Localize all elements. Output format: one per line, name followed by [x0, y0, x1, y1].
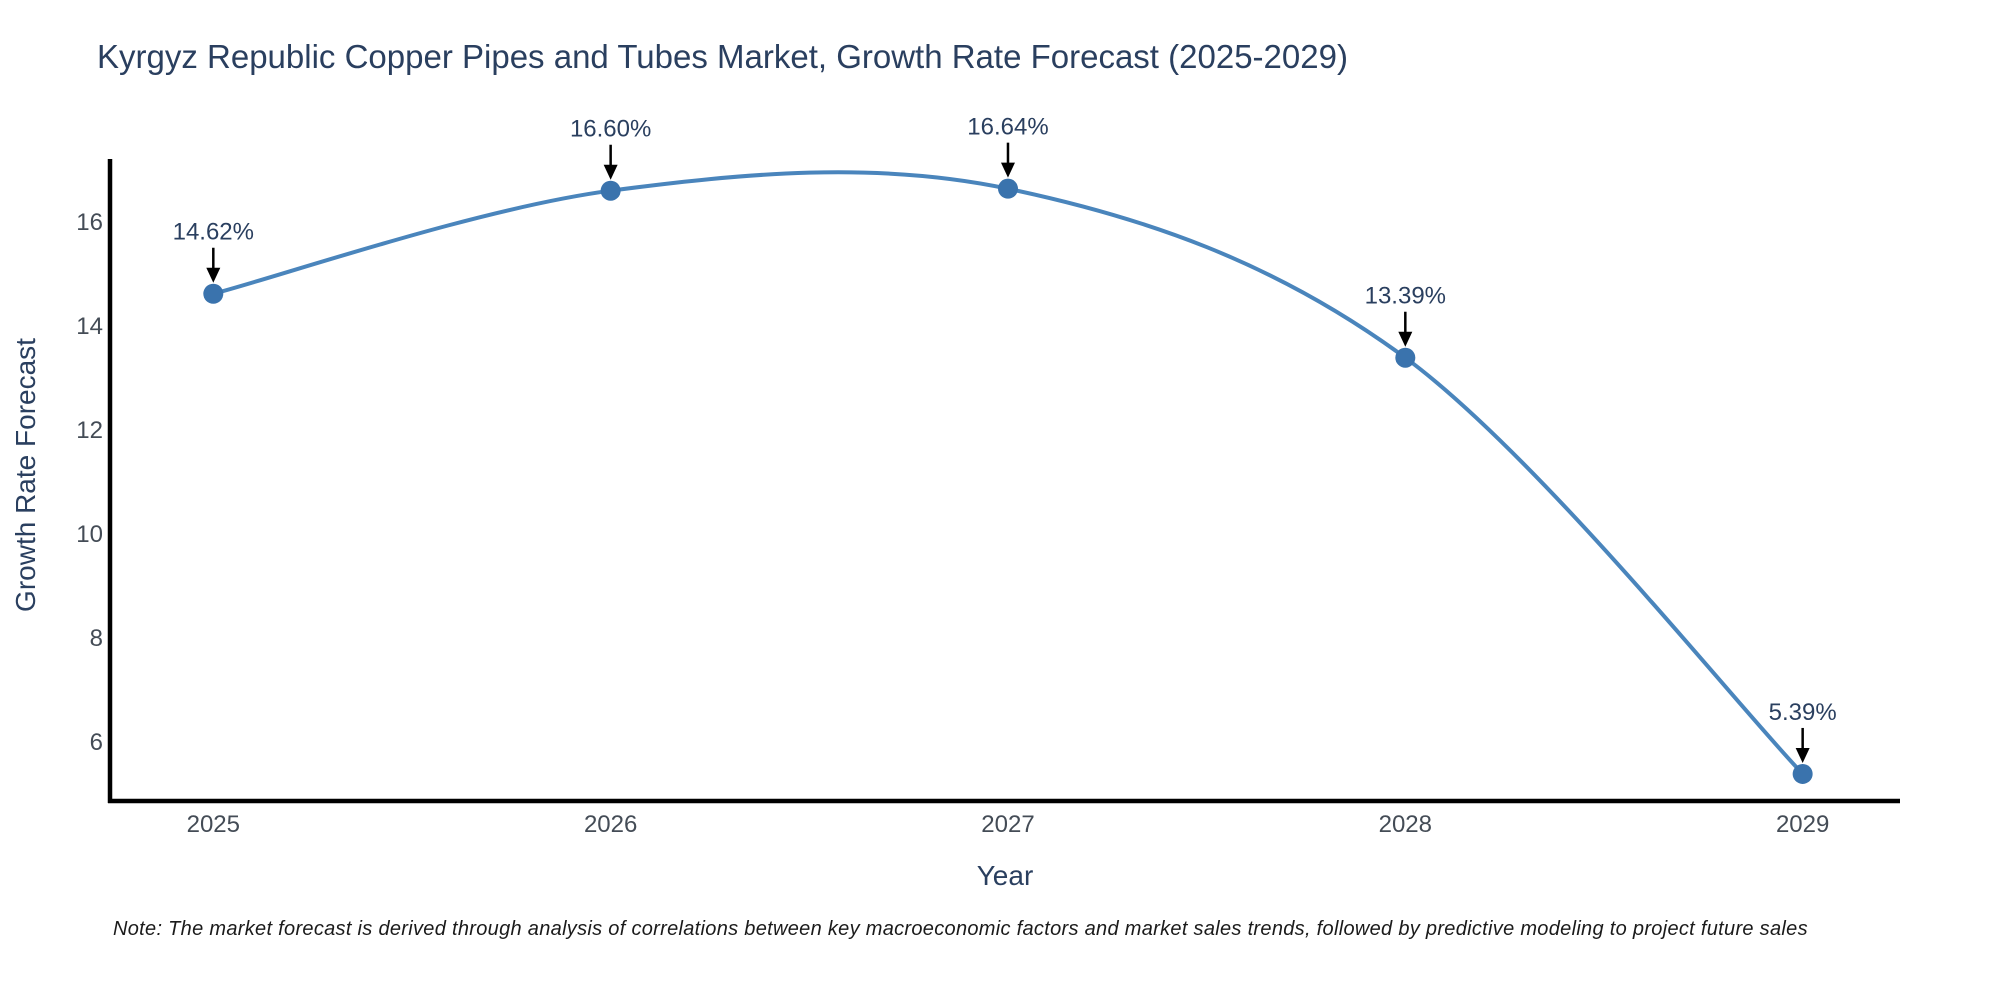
- y-tick-label: 8: [90, 625, 103, 652]
- data-point-marker: [1792, 763, 1813, 784]
- y-tick-label: 16: [76, 209, 103, 236]
- y-tick-label: 6: [90, 729, 103, 756]
- data-point-marker: [997, 178, 1018, 199]
- y-tick-label: 10: [76, 521, 103, 548]
- annotation-arrow-head: [206, 267, 221, 283]
- annotation-label: 14.62%: [173, 219, 254, 246]
- x-tick-label: 2028: [1379, 811, 1432, 838]
- x-tick-label: 2025: [187, 811, 240, 838]
- y-tick-label: 14: [76, 313, 103, 340]
- x-tick-label: 2027: [981, 811, 1034, 838]
- annotation-arrow-head: [603, 164, 618, 180]
- series-line: [212, 170, 1805, 776]
- x-axis-title: Year: [976, 860, 1034, 891]
- annotation-arrow-head: [1398, 331, 1413, 347]
- data-point-marker: [600, 180, 621, 201]
- chart-footnote: Note: The market forecast is derived thr…: [113, 918, 1808, 940]
- y-tick-label: 12: [76, 417, 103, 444]
- data-point-marker: [1395, 347, 1416, 368]
- annotation-label: 16.60%: [570, 116, 651, 143]
- annotation-label: 16.64%: [967, 114, 1048, 141]
- x-tick-label: 2026: [584, 811, 637, 838]
- annotation-label: 13.39%: [1365, 283, 1446, 310]
- x-tick-label: 2029: [1776, 811, 1829, 838]
- annotation-arrow-head: [1795, 747, 1810, 763]
- chart-title: Kyrgyz Republic Copper Pipes and Tubes M…: [97, 38, 1348, 75]
- annotation-label: 5.39%: [1769, 699, 1837, 726]
- data-point-marker: [203, 283, 224, 304]
- annotation-arrow-head: [1000, 162, 1015, 178]
